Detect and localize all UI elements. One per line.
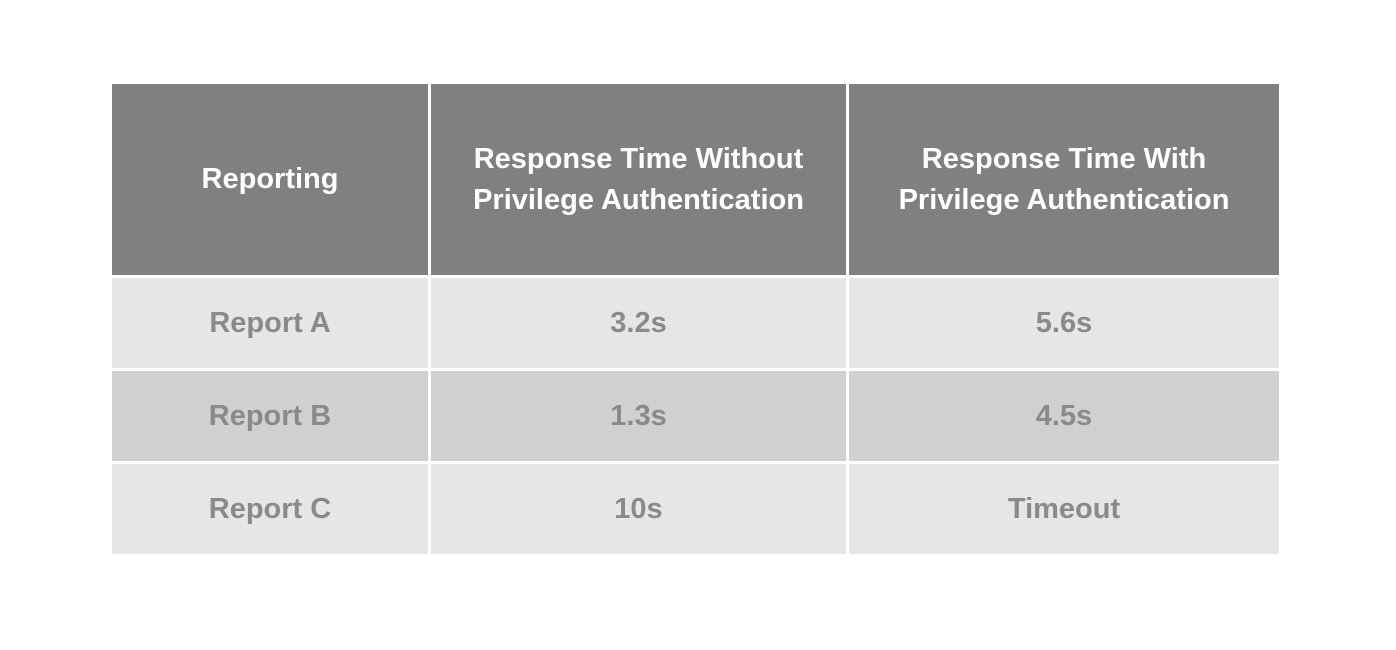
- header-cell-without-auth: Response Time Without Privilege Authenti…: [431, 84, 846, 275]
- cell-report-name: Report C: [112, 464, 428, 554]
- cell-time-with-auth: 5.6s: [849, 278, 1279, 368]
- cell-report-name: Report B: [112, 371, 428, 461]
- header-cell-with-auth: Response Time With Privilege Authenticat…: [849, 84, 1279, 275]
- cell-time-without-auth: 3.2s: [431, 278, 846, 368]
- cell-time-without-auth: 1.3s: [431, 371, 846, 461]
- cell-time-with-auth: Timeout: [849, 464, 1279, 554]
- cell-time-without-auth: 10s: [431, 464, 846, 554]
- cell-time-with-auth: 4.5s: [849, 371, 1279, 461]
- header-cell-reporting: Reporting: [112, 84, 428, 275]
- cell-report-name: Report A: [112, 278, 428, 368]
- response-time-table: Reporting Response Time Without Privileg…: [112, 84, 1279, 554]
